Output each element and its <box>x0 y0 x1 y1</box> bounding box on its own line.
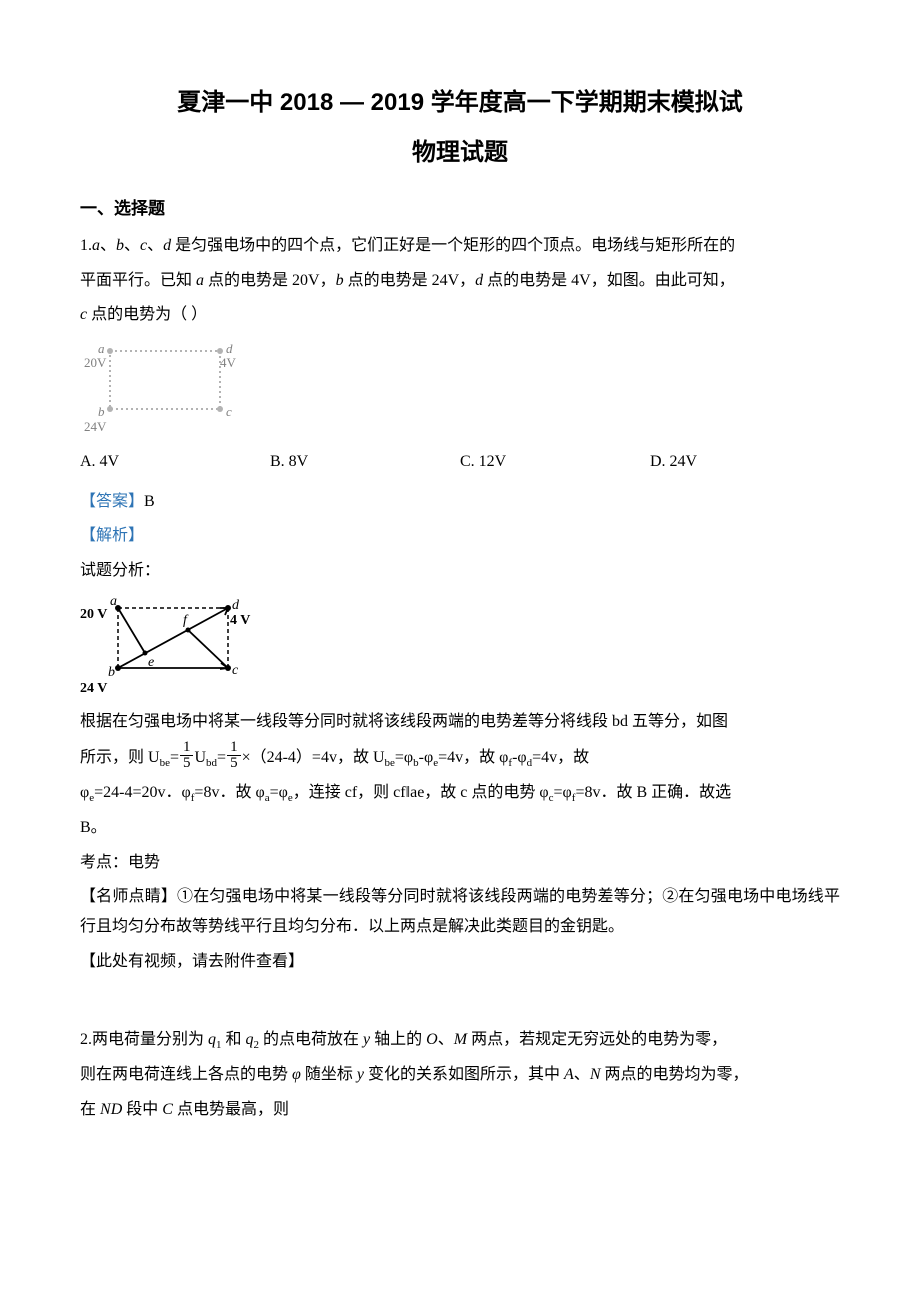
t: =8v．故 φ <box>194 784 264 801</box>
t: 则在两电荷连线上各点的电势 <box>80 1066 292 1083</box>
num: 1 <box>180 740 194 757</box>
section-heading: 一、选择题 <box>80 193 840 225</box>
val-b: 24 V <box>80 681 107 696</box>
q2-line3: 在 ND 段中 C 点电势最高，则 <box>80 1095 840 1125</box>
t: N <box>590 1066 601 1083</box>
q1-expl-line1: 根据在匀强电场中将某一线段等分同时就将该线段两端的电势差等分将线段 bd 五等分… <box>80 707 840 737</box>
t: 两点的电势均为零， <box>600 1066 748 1083</box>
den: 5 <box>227 756 241 772</box>
t: 点电势最高，则 <box>173 1101 289 1118</box>
lbl-f: f <box>183 613 189 628</box>
choice-d: D. 24V <box>650 447 840 477</box>
page-subtitle: 物理试题 <box>80 130 840 176</box>
t: bd <box>206 757 217 769</box>
q2-line1: 2.两电荷量分别为 q1 和 q2 的点电荷放在 y 轴上的 O、M 两点，若规… <box>80 1025 840 1056</box>
q1-kaodian: 考点：电势 <box>80 848 840 878</box>
q1-video: 【此处有视频，请去附件查看】 <box>80 947 840 977</box>
t: ，连接 cf，则 cf‖ae，故 c 点的电势 φ <box>293 784 549 801</box>
t: q <box>246 1031 254 1048</box>
lbl-e: e <box>148 655 154 670</box>
q1-choices: A. 4V B. 8V C. 12V D. 24V <box>80 447 840 477</box>
t: = <box>170 749 179 766</box>
q1-stem-line3: c 点的电势为（ ） <box>80 300 840 330</box>
choice-a: A. 4V <box>80 447 270 477</box>
choice-b: B. 8V <box>270 447 460 477</box>
lbl-a: a <box>110 594 117 609</box>
q1-tip: 【名师点睛】①在匀强电场中将某一线段等分同时就将该线段两端的电势差等分；②在匀强… <box>80 882 840 943</box>
t: 和 <box>222 1031 246 1048</box>
q1-expl-line2: 所示，则 Ube=15Ubd=15×（24-4）=4v，故 Ube=φb-φe=… <box>80 742 840 775</box>
t: -φ <box>419 749 434 766</box>
label-b: b <box>98 404 105 419</box>
t: =φ <box>554 784 572 801</box>
fraction: 15 <box>180 740 194 773</box>
t: 变化的关系如图所示，其中 <box>364 1066 564 1083</box>
t: be <box>160 757 170 769</box>
answer-value: B <box>144 493 155 510</box>
t: ND <box>100 1101 122 1118</box>
t: A <box>564 1066 574 1083</box>
t: =4v，故 φ <box>438 749 508 766</box>
t: 、 <box>574 1066 590 1083</box>
num: 1 <box>227 740 241 757</box>
t: y <box>357 1066 364 1083</box>
t: 、 <box>438 1031 454 1048</box>
answer-label: 【答案】 <box>80 493 144 510</box>
q1-expl-line4: B。 <box>80 813 840 843</box>
lbl-d: d <box>232 598 240 613</box>
spacer <box>80 981 840 1021</box>
q1-answer: 【答案】B <box>80 487 840 517</box>
t: 两点，若规定无穷远处的电势为零， <box>467 1031 727 1048</box>
q1-stem-line1: 1.a、b、c、d 是匀强电场中的四个点，它们正好是一个矩形的四个顶点。电场线与… <box>80 231 840 261</box>
den: 5 <box>180 756 194 772</box>
q1-stem-line2: 平面平行。已知 a 点的电势是 20V，b 点的电势是 24V，d 点的电势是 … <box>80 266 840 296</box>
t: O <box>426 1031 438 1048</box>
q2-line2: 则在两电荷连线上各点的电势 φ 随坐标 y 变化的关系如图所示，其中 A、N 两… <box>80 1060 840 1090</box>
label-a: a <box>98 341 105 356</box>
t: U <box>194 749 206 766</box>
t: 2.两电荷量分别为 <box>80 1031 208 1048</box>
label-d: d <box>226 341 233 356</box>
q1-figure-2: a d b c e f 20 V 4 V 24 V <box>80 594 840 699</box>
text: 平面平行。已知 a 点的电势是 20V，b 点的电势是 24V，d 点的电势是 … <box>80 272 735 289</box>
t: 随坐标 <box>301 1066 357 1083</box>
choice-c: C. 12V <box>460 447 650 477</box>
t: be <box>385 757 395 769</box>
lbl-b: b <box>108 665 115 680</box>
t: ×（24-4）=4v，故 U <box>242 749 385 766</box>
t: 所示，则 U <box>80 749 160 766</box>
t: M <box>454 1031 467 1048</box>
t: 在 <box>80 1101 100 1118</box>
value-a: 20V <box>84 355 107 370</box>
q1-explain-label: 【解析】 <box>80 521 840 551</box>
fraction: 15 <box>227 740 241 773</box>
explain-label: 【解析】 <box>80 527 144 544</box>
t: =φ <box>270 784 288 801</box>
t: =4v，故 <box>532 749 589 766</box>
t: -φ <box>512 749 527 766</box>
t: 轴上的 <box>370 1031 426 1048</box>
text: c 点的电势为（ ） <box>80 306 207 323</box>
t: =8v．故 B 正确．故选 <box>575 784 731 801</box>
t: =24-4=20v．φ <box>94 784 191 801</box>
t: 段中 <box>122 1101 162 1118</box>
t: φ <box>292 1066 301 1083</box>
t: C <box>162 1101 173 1118</box>
val-a: 20 V <box>80 607 107 622</box>
q1-explain-head: 试题分析： <box>80 556 840 586</box>
value-d: 4V <box>220 355 237 370</box>
t: 的点电荷放在 <box>259 1031 363 1048</box>
t: φ <box>80 784 89 801</box>
q1-expl-line3: φe=24-4=20v．φf=8v．故 φa=φe，连接 cf，则 cf‖ae，… <box>80 778 840 809</box>
lbl-c: c <box>232 663 239 678</box>
label-c: c <box>226 404 232 419</box>
page-title: 夏津一中 2018 — 2019 学年度高一下学期期末模拟试 <box>80 80 840 126</box>
t: = <box>217 749 226 766</box>
val-d: 4 V <box>230 613 250 628</box>
q1-figure-1: a d b c 20V 4V 24V <box>80 339 840 439</box>
value-b: 24V <box>84 419 107 434</box>
t: =φ <box>395 749 413 766</box>
t: q <box>208 1031 216 1048</box>
text: 1.a、b、c、d 是匀强电场中的四个点，它们正好是一个矩形的四个顶点。电场线与… <box>80 237 735 254</box>
